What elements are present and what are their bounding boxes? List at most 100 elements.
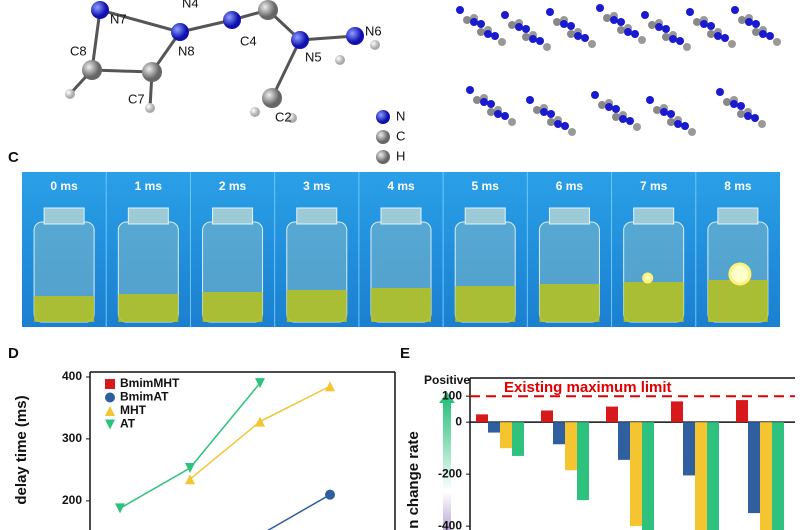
- atom: [533, 106, 541, 114]
- photo-frames: 0 ms 1 ms 2 ms 3 ms 4 ms 5 ms 6 ms 7 ms 8 ms: [33, 172, 769, 327]
- atom: [667, 118, 675, 126]
- frame-label: 0 ms: [50, 179, 78, 193]
- legend-label: N: [396, 108, 405, 123]
- atom: [676, 37, 684, 45]
- atom-label: C2: [275, 109, 292, 124]
- atom: [619, 115, 627, 123]
- frame-label: 2 ms: [219, 179, 247, 193]
- atom: [612, 113, 620, 121]
- atom: [547, 118, 555, 126]
- y-tick-label: 200: [62, 493, 82, 507]
- liquid: [707, 280, 768, 322]
- atom: [605, 103, 613, 111]
- atom: [522, 33, 530, 41]
- atom: [588, 40, 596, 48]
- atom: [610, 16, 618, 24]
- atom: [560, 20, 568, 28]
- atom: [547, 110, 555, 118]
- atom: [508, 118, 516, 126]
- atom: [540, 108, 548, 116]
- atom: [721, 34, 729, 42]
- atom: [591, 91, 599, 99]
- atom: [752, 20, 760, 28]
- y-tick-label: -400: [438, 518, 462, 530]
- atom: [498, 38, 506, 46]
- point: [105, 379, 115, 389]
- legend-label: BmimMHT: [120, 376, 180, 390]
- direction-arrowhead: [439, 392, 455, 403]
- y-axis-title: n change rate: [405, 431, 422, 529]
- frame-label: 5 ms: [472, 179, 500, 193]
- point: [325, 489, 335, 500]
- point: [185, 474, 195, 485]
- atom: [751, 114, 759, 122]
- atom-label: N4: [182, 0, 199, 10]
- atom: [662, 25, 670, 33]
- legend-swatch: [376, 130, 390, 144]
- atom: [730, 100, 738, 108]
- atom: [674, 120, 682, 128]
- jar-neck: [43, 207, 85, 225]
- jar-neck: [296, 207, 338, 225]
- atom-label: N5: [305, 49, 322, 64]
- atom: [641, 11, 649, 19]
- bar: [683, 422, 695, 476]
- atom: [737, 110, 745, 118]
- liquid: [371, 288, 431, 322]
- atom: [477, 28, 485, 36]
- point: [105, 419, 115, 430]
- frame-label: 8 ms: [724, 179, 752, 193]
- crystal-packing: [456, 4, 781, 136]
- atom: [546, 8, 554, 16]
- atom: [466, 86, 474, 94]
- atom: [568, 128, 576, 136]
- legend-swatch: [376, 110, 390, 124]
- bar: [606, 406, 618, 423]
- atom: [470, 18, 478, 26]
- bar: [553, 422, 565, 445]
- atom: [773, 38, 781, 46]
- legend-label: C: [396, 128, 405, 143]
- atom: [603, 14, 611, 22]
- frame-label: 7 ms: [640, 179, 668, 193]
- atom: [716, 88, 724, 96]
- atom-label: C7: [128, 91, 145, 106]
- legend-swatch: [376, 150, 390, 164]
- atom: [477, 20, 485, 28]
- atom: [522, 25, 530, 33]
- atom-label: C8: [70, 43, 87, 58]
- atom: [737, 102, 745, 110]
- atom: [484, 30, 492, 38]
- atom: [536, 37, 544, 45]
- flame: [728, 262, 752, 286]
- atom: [758, 120, 766, 128]
- atom-label: N6: [365, 23, 382, 38]
- bar: [630, 422, 642, 527]
- legend-label: BmimAT: [120, 390, 169, 404]
- y-tick-label: -200: [438, 466, 462, 480]
- atom: [638, 36, 646, 44]
- liquid: [202, 292, 263, 322]
- atom: [456, 6, 464, 14]
- atom: [728, 40, 736, 48]
- atom: [660, 108, 668, 116]
- jar-neck: [127, 207, 169, 225]
- atom: [617, 18, 625, 26]
- reference-label: Existing maximum limit: [504, 379, 672, 396]
- atom: [766, 32, 774, 40]
- bar: [565, 422, 577, 471]
- bar: [707, 422, 719, 530]
- liquid: [623, 282, 684, 322]
- legend-label: MHT: [120, 403, 147, 417]
- legend-label: H: [396, 148, 405, 163]
- atom: [487, 100, 495, 108]
- bar: [760, 422, 772, 530]
- atom: [508, 21, 516, 29]
- atom: [686, 8, 694, 16]
- atom: [688, 128, 696, 136]
- atom: [714, 32, 722, 40]
- bar: [512, 422, 524, 456]
